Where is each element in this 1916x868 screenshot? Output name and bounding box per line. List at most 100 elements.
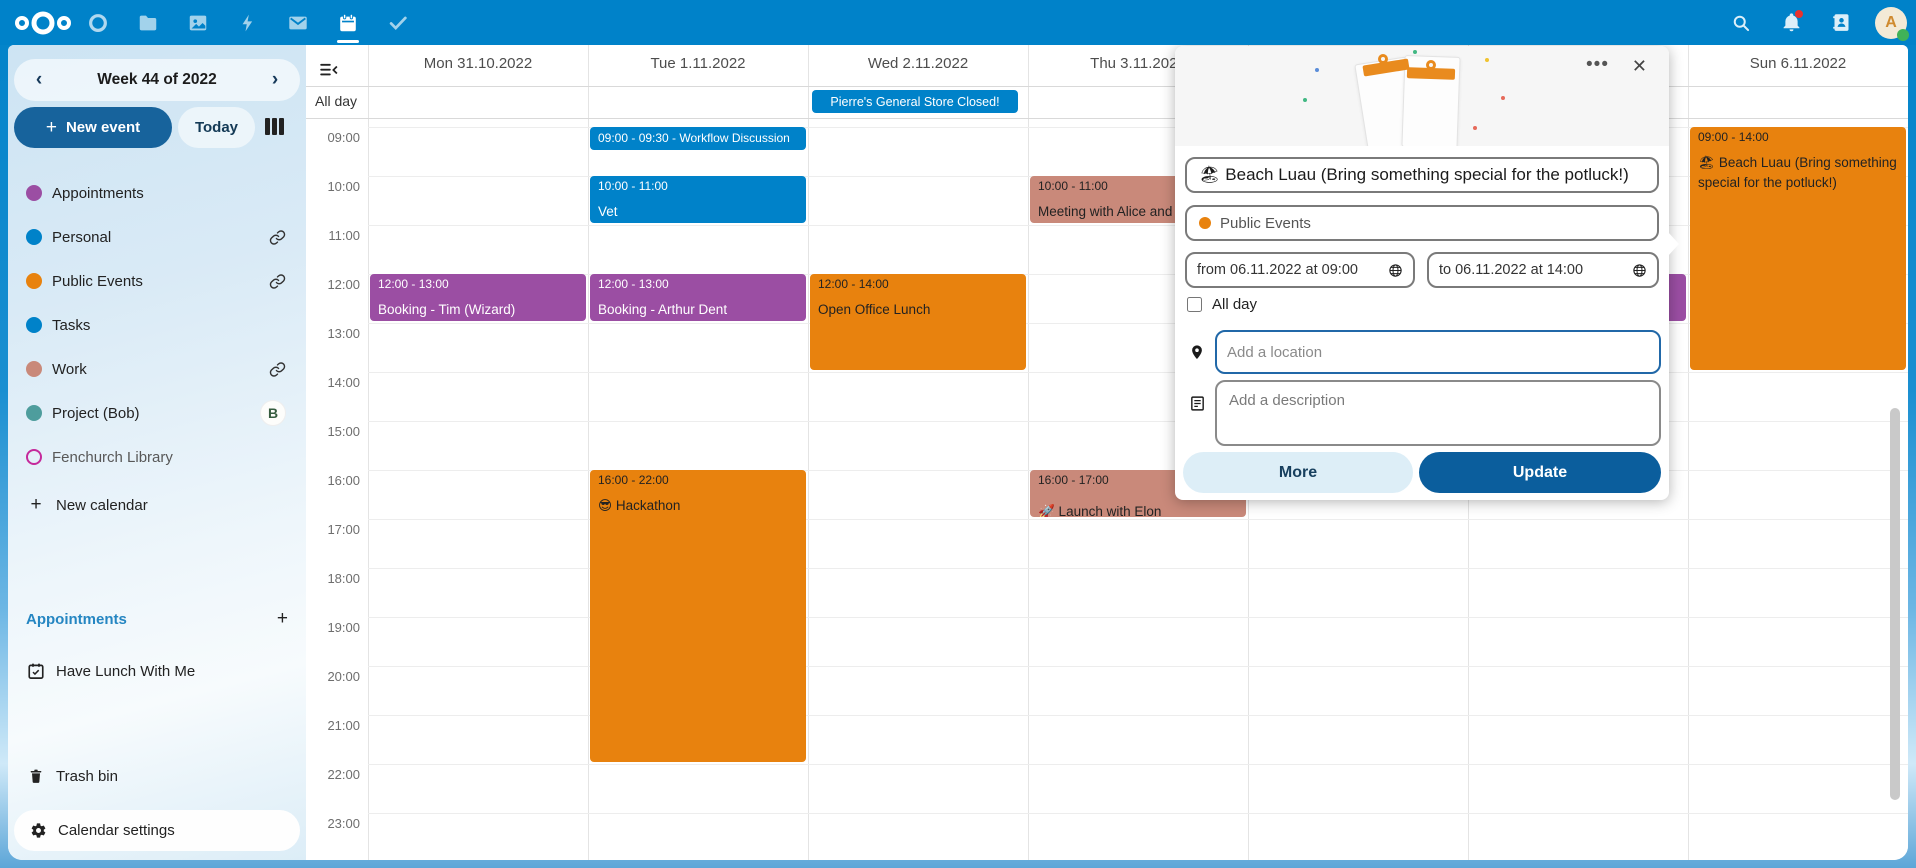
add-appointment-config-button[interactable]: +: [276, 608, 288, 629]
week-switcher: ‹ Week 44 of 2022 ›: [14, 59, 300, 101]
photos-icon[interactable]: [173, 0, 223, 45]
new-calendar-button[interactable]: + New calendar: [8, 485, 288, 525]
calendar-event[interactable]: 16:00 - 22:00 😎 Hackathon: [590, 470, 806, 762]
popover-arrow: [1668, 232, 1679, 256]
time-axis-label: 13:00: [327, 326, 360, 341]
event-title-input[interactable]: 🏖 Beach Luau (Bring something special fo…: [1185, 157, 1659, 193]
search-icon[interactable]: [1716, 0, 1766, 45]
time-axis-label: 17:00: [327, 522, 360, 537]
sidebar-calendar-item[interactable]: Tasks: [8, 303, 306, 347]
day-header[interactable]: Mon 31.10.2022: [423, 55, 533, 72]
avatar[interactable]: A: [1866, 0, 1916, 45]
event-editor-popover: ••• ✕ 🏖 Beach Luau (Bring something spec…: [1175, 46, 1679, 500]
actions-menu-icon[interactable]: •••: [1586, 54, 1609, 75]
time-axis-label: 11:00: [328, 228, 360, 243]
trash-icon: [26, 767, 46, 785]
vertical-scrollbar[interactable]: [1890, 408, 1900, 800]
calendar-event[interactable]: 09:00 - 14:00 🏖 Beach Luau (Bring somethi…: [1690, 127, 1906, 370]
day-header[interactable]: Tue 1.11.2022: [650, 55, 746, 72]
appointment-config-item[interactable]: Have Lunch With Me: [8, 651, 288, 691]
sidebar-calendar-item[interactable]: Work: [8, 347, 306, 391]
calendar-check-icon: [26, 662, 46, 680]
time-axis-label: 15:00: [327, 424, 360, 439]
collapse-all-day-icon[interactable]: [320, 63, 338, 82]
activity-icon[interactable]: [223, 0, 273, 45]
calendar-name-label: Project (Bob): [52, 404, 140, 422]
update-button[interactable]: Update: [1419, 452, 1661, 493]
time-axis-label: 22:00: [327, 767, 360, 782]
calendar-color-dot: [26, 449, 42, 465]
view-mode-columns-icon[interactable]: [265, 118, 285, 140]
day-header[interactable]: Wed 2.11.2022: [867, 55, 969, 72]
time-axis-label: 14:00: [327, 375, 360, 390]
calendar-event[interactable]: 10:00 - 11:00 Vet: [590, 176, 806, 223]
time-axis-label: 12:00: [327, 277, 360, 292]
calendar-event[interactable]: 12:00 - 13:00 Booking - Arthur Dent: [590, 274, 806, 321]
start-datetime-field[interactable]: from 06.11.2022 at 09:00: [1185, 252, 1415, 288]
files-icon[interactable]: [123, 0, 173, 45]
sidebar-calendar-item[interactable]: Project (Bob) B: [8, 391, 306, 435]
new-event-button[interactable]: + New event: [14, 107, 172, 148]
share-link-icon[interactable]: [269, 273, 286, 290]
calendar-color-dot: [26, 273, 42, 289]
all-day-event[interactable]: Pierre's General Store Closed!: [812, 90, 1018, 113]
share-link-icon[interactable]: [269, 361, 286, 378]
calendar-name-label: Personal: [52, 228, 112, 246]
nextcloud-logo-icon[interactable]: [13, 0, 73, 45]
timezone-globe-icon[interactable]: [1632, 263, 1647, 278]
gear-icon: [30, 822, 47, 839]
calendar-app-icon[interactable]: [323, 0, 373, 45]
time-axis-label: 18:00: [327, 571, 360, 586]
plus-icon: +: [30, 494, 42, 515]
today-button[interactable]: Today: [178, 107, 255, 148]
calendar-event[interactable]: 12:00 - 13:00 Booking - Tim (Wizard): [370, 274, 586, 321]
shared-by-avatar: B: [260, 400, 286, 426]
share-link-icon[interactable]: [269, 229, 286, 246]
location-input[interactable]: [1215, 330, 1661, 374]
sidebar-calendar-item[interactable]: Fenchurch Library: [8, 435, 306, 479]
next-week-button[interactable]: ›: [271, 69, 279, 90]
more-button[interactable]: More: [1183, 452, 1413, 493]
plus-icon: +: [45, 116, 57, 138]
time-axis-label: 16:00: [327, 473, 360, 488]
time-axis-label: 23:00: [327, 816, 360, 831]
end-datetime-field[interactable]: to 06.11.2022 at 14:00: [1427, 252, 1659, 288]
tasks-icon[interactable]: [373, 0, 423, 45]
close-icon[interactable]: ✕: [1631, 56, 1647, 76]
calendar-event[interactable]: 09:00 - 09:30 - Workflow Discussion: [590, 127, 806, 150]
trash-bin-button[interactable]: Trash bin: [8, 756, 288, 796]
description-input[interactable]: [1215, 380, 1661, 446]
all-day-checkbox[interactable]: [1187, 297, 1202, 312]
sidebar-calendar-item[interactable]: Appointments: [8, 171, 306, 215]
previous-week-button[interactable]: ‹: [35, 69, 43, 90]
notification-dot: [1795, 10, 1803, 18]
calendar-color-dot: [26, 361, 42, 377]
sidebar-calendar-item[interactable]: Personal: [8, 215, 306, 259]
timezone-globe-icon[interactable]: [1388, 263, 1403, 278]
calendar-list: Appointments Personal Public Events Tasks Wo…: [8, 171, 306, 479]
notifications-bell-icon[interactable]: [1766, 0, 1816, 45]
online-status-dot: [1897, 28, 1909, 41]
time-axis-label: 09:00: [327, 130, 360, 145]
calendar-color-dot: [26, 405, 42, 421]
calendar-color-dot: [26, 185, 42, 201]
calendar-name-label: Fenchurch Library: [52, 448, 173, 466]
calendar-event[interactable]: 12:00 - 14:00 Open Office Lunch: [810, 274, 1026, 370]
all-day-checkbox-label: All day: [1212, 296, 1258, 313]
description-icon: [1189, 394, 1206, 418]
top-bar: A: [0, 0, 1916, 45]
calendar-name-label: Appointments: [52, 184, 144, 202]
mail-icon[interactable]: [273, 0, 323, 45]
time-axis-label: 21:00: [327, 718, 360, 733]
day-header[interactable]: Thu 3.11.2022: [1090, 55, 1186, 72]
calendar-color-dot: [26, 229, 42, 245]
dashboard-icon[interactable]: [73, 0, 123, 45]
location-pin-icon: [1189, 342, 1205, 367]
sidebar-calendar-item[interactable]: Public Events: [8, 259, 306, 303]
calendar-settings-button[interactable]: Calendar settings: [14, 810, 300, 851]
appointments-section: Appointments +: [26, 608, 288, 629]
contacts-icon[interactable]: [1816, 0, 1866, 45]
week-title: Week 44 of 2022: [97, 71, 217, 88]
day-header[interactable]: Sun 6.11.2022: [1749, 55, 1847, 72]
calendar-select[interactable]: Public Events: [1185, 205, 1659, 241]
